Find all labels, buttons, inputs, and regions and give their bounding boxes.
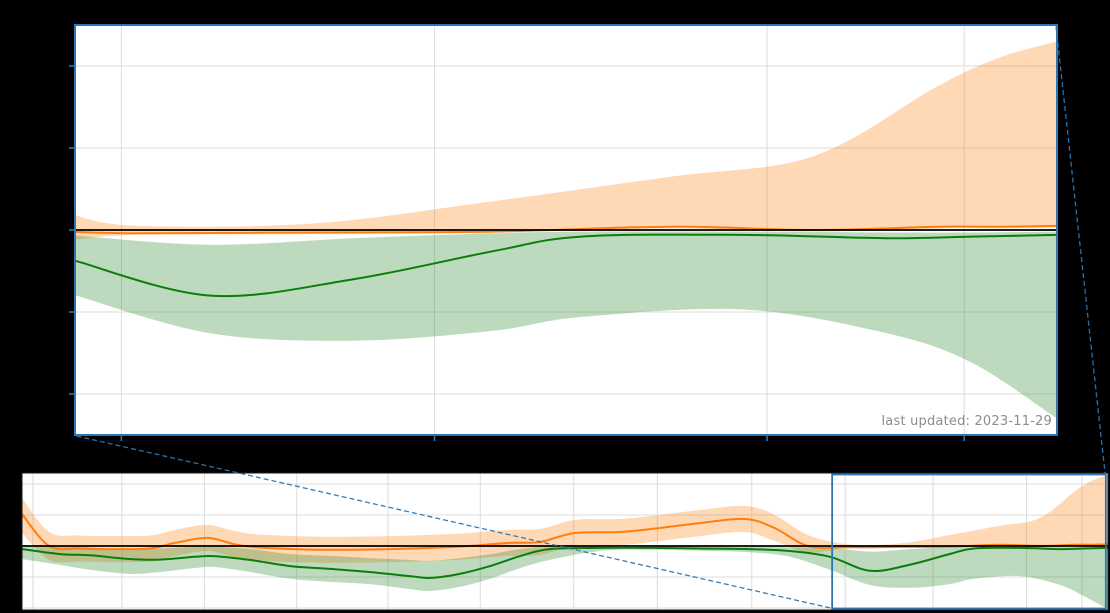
inset-connector-top-right (1055, 26, 1106, 476)
axes-spine (74, 24, 1058, 436)
green-series-line (74, 233, 1058, 298)
inset-indicator (76, 26, 1107, 610)
inset-connector-bottom-left (76, 435, 833, 610)
confidence-band-orange (75, 41, 1057, 240)
confidence-band-orange (22, 474, 1108, 563)
confidence-band-green (75, 231, 1057, 419)
confidence-band-green (22, 546, 1108, 609)
overview-chart (21, 472, 1109, 611)
axes-spine (21, 472, 1109, 611)
inset-indicator-rect (831, 473, 1107, 610)
green-series-line (21, 546, 1109, 579)
plot-background (22, 473, 1108, 610)
orange-series-line (74, 224, 1058, 235)
zoom-chart (69, 24, 1058, 441)
